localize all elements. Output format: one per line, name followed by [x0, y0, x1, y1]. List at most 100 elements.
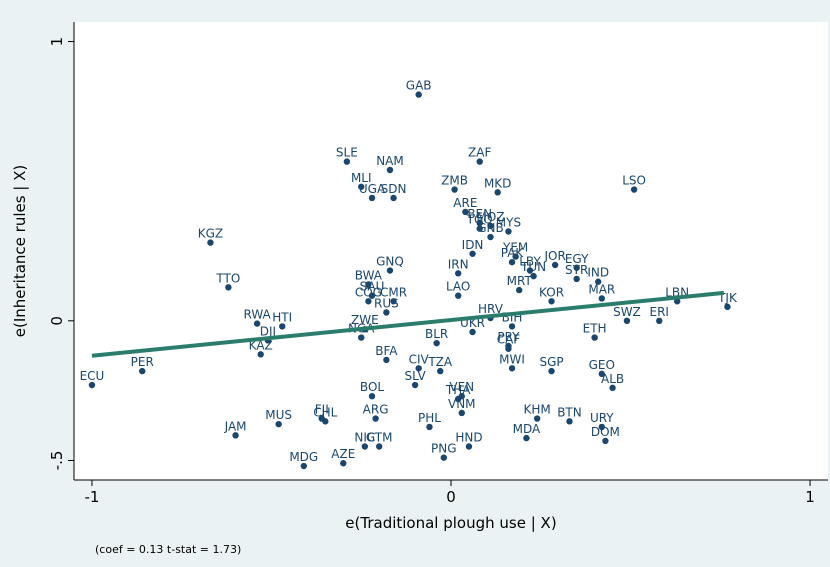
point-label: LSO: [622, 174, 646, 188]
point: [462, 208, 469, 216]
point: [533, 415, 541, 422]
point: [458, 409, 465, 417]
point-label: DJI: [260, 324, 276, 338]
point: [573, 275, 580, 283]
point: [368, 292, 376, 299]
point: [386, 267, 394, 274]
point-label: ZMB: [441, 174, 468, 188]
y-tick-label: -.5: [48, 451, 66, 471]
point: [300, 462, 307, 470]
point: [724, 303, 731, 311]
point: [487, 222, 494, 230]
point-label: CMR: [380, 285, 407, 299]
point-label: TUN: [520, 260, 546, 274]
point: [279, 323, 286, 330]
point-label: ETH: [583, 322, 607, 336]
point: [383, 356, 390, 364]
point-label: AZE: [331, 447, 355, 461]
point-label: SAU: [360, 280, 385, 294]
point-label: TTO: [215, 271, 240, 285]
point: [372, 415, 379, 422]
point-label: YEM: [502, 241, 528, 255]
point-label: VNM: [448, 397, 476, 411]
point-label: KGZ: [198, 227, 223, 241]
x-tick-label: 0: [446, 488, 456, 506]
point-label: IND: [587, 266, 609, 280]
point: [476, 219, 483, 227]
point-label: MYS: [496, 215, 521, 229]
point: [365, 281, 372, 288]
point: [505, 228, 512, 235]
point-label: RUS: [374, 296, 399, 310]
point-label: ZAF: [468, 146, 491, 160]
point: [415, 91, 422, 98]
point-label: UGA: [359, 182, 386, 196]
plot-area: [74, 22, 828, 480]
point-label: ERI: [650, 305, 669, 319]
point: [508, 323, 516, 330]
point: [275, 420, 282, 428]
point: [476, 225, 483, 232]
point-label: BFA: [375, 344, 398, 358]
point: [508, 365, 516, 372]
point: [656, 317, 663, 325]
point-label: MDA: [513, 422, 541, 436]
point-label: VEN: [449, 380, 474, 394]
point-label: PNG: [431, 442, 457, 456]
point-label: IDN: [462, 238, 484, 252]
point: [207, 239, 214, 246]
point: [487, 233, 494, 241]
point: [551, 261, 559, 269]
point: [88, 381, 96, 389]
y-tick-label: 1: [48, 37, 66, 47]
point: [595, 278, 602, 285]
point-label: ALB: [601, 372, 624, 386]
point-label: FJI: [315, 403, 329, 417]
point: [383, 309, 390, 316]
point-label: SWZ: [613, 305, 641, 319]
point-label: URY: [590, 411, 614, 425]
x-tick-label: -1: [84, 488, 99, 506]
point: [530, 272, 537, 280]
point: [232, 432, 239, 439]
point: [225, 284, 232, 291]
point-label: MDG: [289, 450, 318, 464]
point: [465, 443, 473, 450]
point-label: SLE: [336, 146, 358, 160]
point: [516, 286, 523, 294]
point-label: SLV: [404, 369, 426, 383]
point-label: PER: [131, 355, 154, 369]
point-label: BEN: [467, 207, 492, 221]
point-label: TZA: [427, 355, 453, 369]
point-label: KOR: [539, 285, 564, 299]
point: [623, 317, 631, 325]
point-label: LAO: [446, 280, 470, 294]
point: [386, 166, 394, 174]
point: [139, 367, 146, 375]
point: [426, 423, 433, 431]
point-label: JAM: [224, 419, 247, 433]
point-label: HND: [455, 430, 482, 444]
point: [454, 292, 462, 299]
y-axis-title: e(Inheritance rules | X): [11, 165, 29, 338]
point-label: MOZ: [476, 210, 504, 224]
point-label: CIV: [409, 352, 430, 366]
point: [437, 367, 444, 375]
point-label: GTM: [366, 430, 393, 444]
point-label: RWA: [243, 308, 271, 322]
point: [390, 298, 397, 305]
point-label: ARG: [363, 403, 389, 417]
fit-line: [91, 290, 725, 358]
point-label: EGY: [565, 252, 589, 266]
point-label: NIC: [354, 430, 375, 444]
point-label: PHL: [418, 411, 441, 425]
point: [469, 250, 476, 257]
point-label: SGP: [539, 355, 563, 369]
point-label: TGO: [466, 213, 493, 227]
point-label: MKD: [484, 176, 511, 190]
point-label: THA: [445, 383, 471, 397]
point-label: KHM: [524, 403, 551, 417]
point-label: GEO: [589, 358, 615, 372]
point: [566, 418, 573, 425]
